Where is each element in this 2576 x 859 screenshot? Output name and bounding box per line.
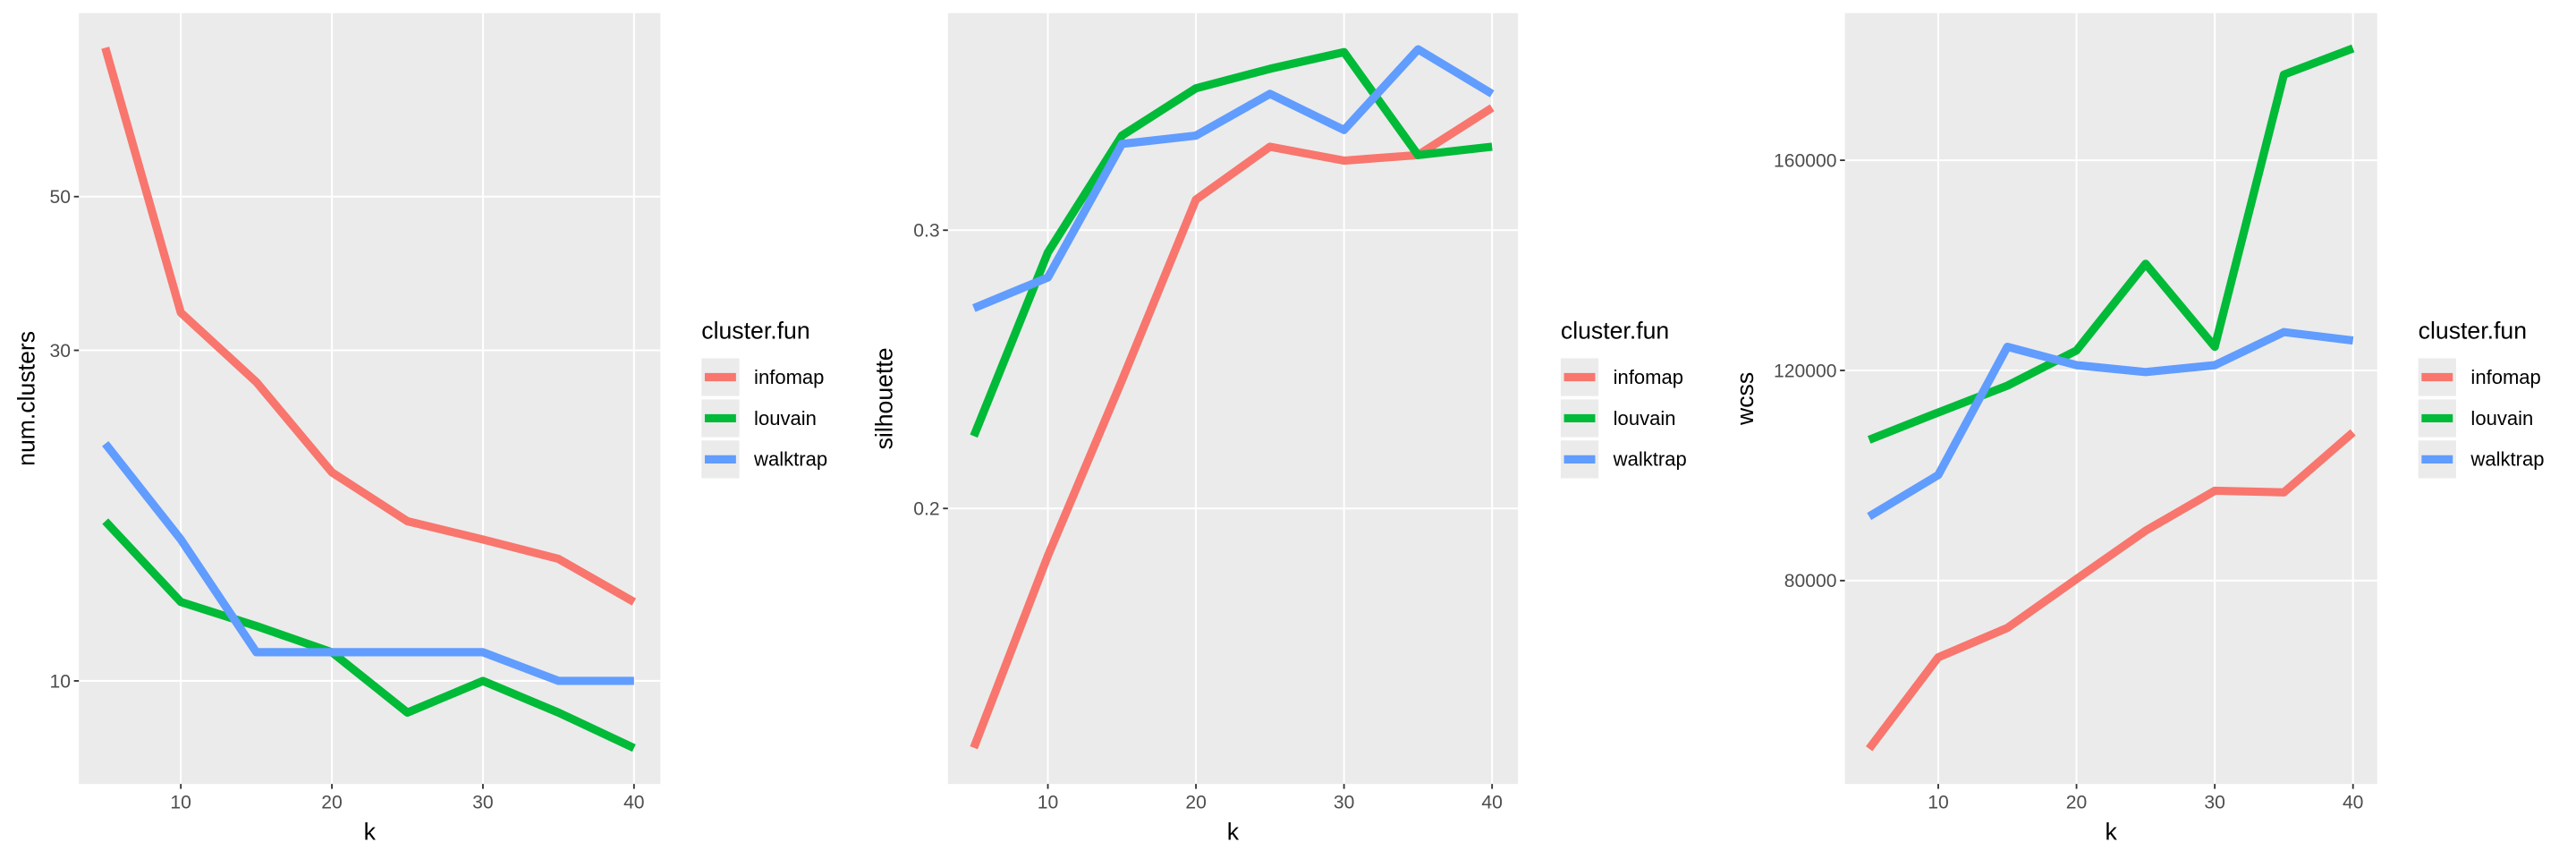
legend-label: louvain xyxy=(1614,407,1676,430)
legend-label: louvain xyxy=(754,407,817,430)
line-series xyxy=(101,47,637,606)
line-series xyxy=(1866,429,2356,752)
x-tick-label: 40 xyxy=(2343,793,2363,813)
x-tick-label: 30 xyxy=(2204,793,2224,813)
line-series xyxy=(970,47,1493,438)
legend-title: cluster.fun xyxy=(2419,317,2527,344)
line-series xyxy=(1868,44,2355,444)
legend-label: walktrap xyxy=(753,448,827,471)
line-series xyxy=(970,104,1495,750)
legend-label: walktrap xyxy=(2470,448,2544,471)
legend-title: cluster.fun xyxy=(701,317,809,344)
x-tick-label: 30 xyxy=(1334,793,1354,813)
panel-background xyxy=(79,13,661,785)
x-axis-label: k xyxy=(2106,819,2118,846)
legend-label: infomap xyxy=(2470,366,2540,388)
y-axis-label: wcss xyxy=(1732,372,1758,426)
x-tick-label: 10 xyxy=(170,793,191,813)
x-axis-label: k xyxy=(1227,819,1240,846)
y-tick-label: 0.3 xyxy=(913,221,939,242)
x-tick-label: 20 xyxy=(2066,793,2087,813)
y-tick-label: 0.2 xyxy=(913,499,939,520)
x-tick-label: 20 xyxy=(1185,793,1206,813)
y-axis-label: num.clusters xyxy=(13,331,40,466)
y-tick-label: 30 xyxy=(50,341,71,361)
x-tick-label: 40 xyxy=(1481,793,1502,813)
panel-background xyxy=(1844,13,2377,785)
line-series xyxy=(972,45,1495,312)
panel-background xyxy=(947,13,1519,785)
line-series xyxy=(102,518,636,753)
line-series xyxy=(102,440,634,685)
y-tick-label: 80000 xyxy=(1784,571,1837,591)
x-axis-label: k xyxy=(364,819,377,846)
y-axis-label: silhouette xyxy=(870,347,897,449)
x-tick-label: 20 xyxy=(321,793,342,813)
y-tick-label: 120000 xyxy=(1774,361,1836,381)
legend-label: infomap xyxy=(1614,366,1683,388)
x-tick-label: 10 xyxy=(1928,793,1948,813)
legend-title: cluster.fun xyxy=(1561,317,1669,344)
y-tick-label: 10 xyxy=(50,671,71,692)
x-tick-label: 40 xyxy=(623,793,644,813)
legend-label: infomap xyxy=(754,366,824,388)
x-tick-label: 30 xyxy=(472,793,493,813)
y-tick-label: 160000 xyxy=(1774,150,1836,171)
legend-label: walktrap xyxy=(1613,448,1687,471)
legend-label: louvain xyxy=(2470,407,2533,430)
y-tick-label: 50 xyxy=(50,187,71,208)
x-tick-label: 10 xyxy=(1038,793,1058,813)
line-series xyxy=(1867,327,2354,521)
